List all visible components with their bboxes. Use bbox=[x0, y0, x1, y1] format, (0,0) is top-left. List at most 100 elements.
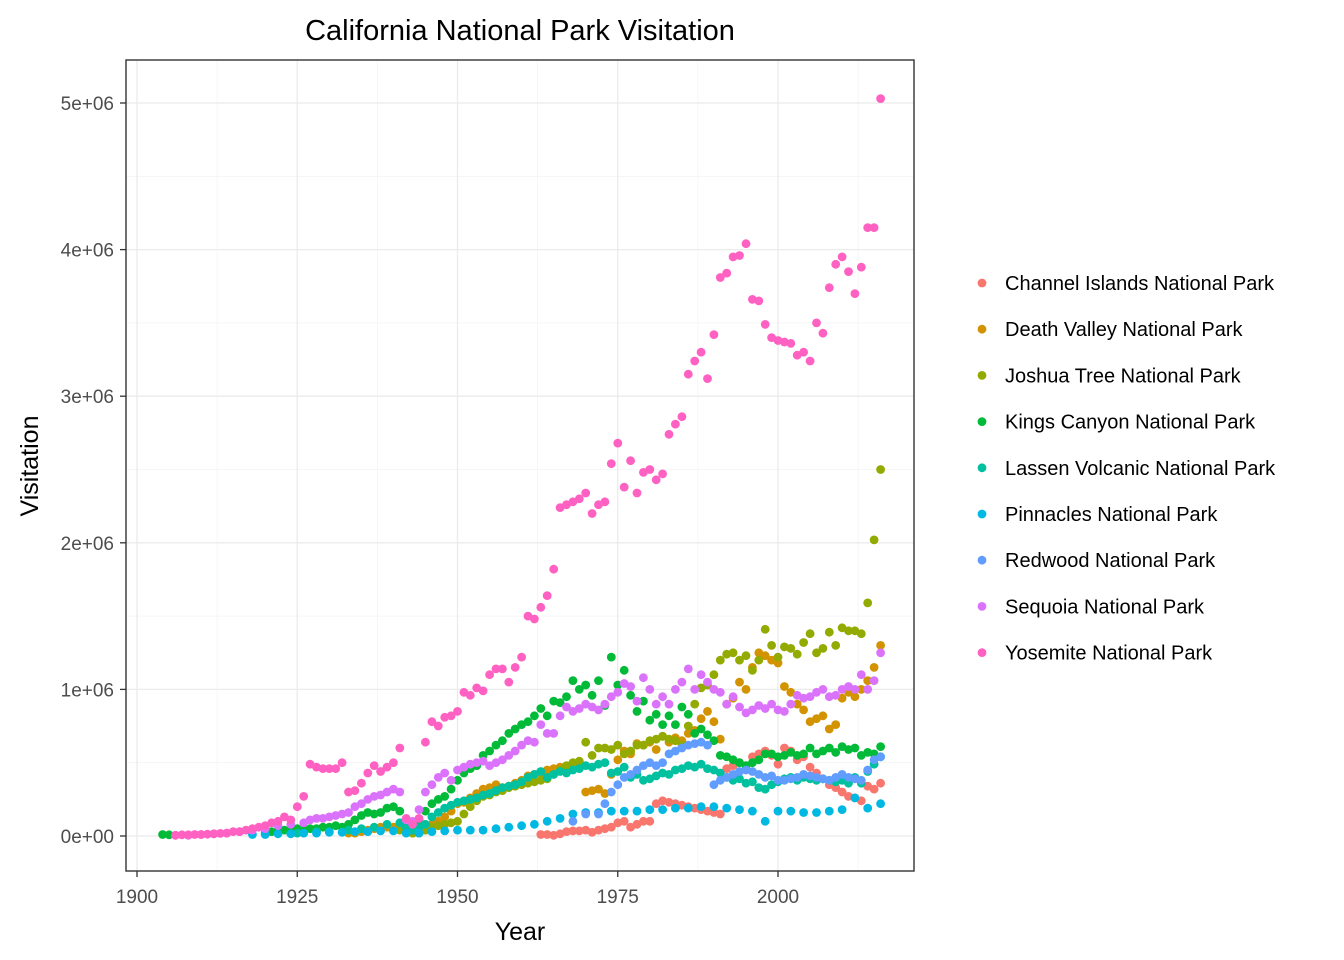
data-point bbox=[542, 816, 552, 826]
data-point bbox=[324, 764, 334, 773]
data-point bbox=[805, 692, 815, 702]
data-point bbox=[498, 736, 507, 746]
data-point bbox=[632, 740, 642, 750]
data-point bbox=[876, 752, 885, 762]
data-point bbox=[350, 815, 360, 825]
data-point bbox=[606, 652, 616, 662]
data-point bbox=[408, 819, 417, 829]
data-point bbox=[555, 814, 565, 823]
data-point bbox=[735, 655, 744, 665]
data-point bbox=[639, 816, 648, 826]
data-point bbox=[850, 692, 860, 702]
data-point bbox=[805, 743, 815, 753]
data-point bbox=[555, 698, 565, 707]
data-point bbox=[735, 677, 744, 687]
data-point bbox=[158, 830, 168, 839]
data-point bbox=[837, 805, 847, 814]
legend-item: Lassen Volcanic National Park bbox=[977, 458, 1276, 480]
x-tick-label: 1900 bbox=[116, 887, 158, 908]
data-point bbox=[664, 699, 674, 709]
data-point bbox=[542, 711, 552, 721]
data-point bbox=[286, 815, 296, 825]
data-point bbox=[485, 746, 494, 756]
data-point bbox=[190, 830, 200, 839]
legend-key bbox=[977, 509, 987, 519]
y-tick-label: 2e+06 bbox=[61, 534, 114, 555]
data-point bbox=[703, 740, 712, 750]
legend-label: Kings Canyon National Park bbox=[1005, 412, 1256, 434]
series-7 bbox=[171, 648, 885, 840]
legend-label: Sequoia National Park bbox=[1005, 596, 1205, 618]
data-point bbox=[318, 764, 328, 773]
data-point bbox=[414, 814, 424, 823]
data-point bbox=[504, 677, 514, 687]
data-point bbox=[645, 715, 655, 725]
data-point bbox=[715, 768, 725, 778]
data-point bbox=[824, 806, 834, 816]
data-point bbox=[856, 685, 866, 694]
data-point bbox=[671, 419, 680, 429]
legend-key bbox=[977, 324, 987, 334]
legend-key bbox=[977, 648, 987, 657]
data-point bbox=[401, 828, 411, 838]
data-point bbox=[196, 830, 206, 839]
data-point bbox=[273, 829, 283, 839]
data-point bbox=[856, 670, 866, 680]
data-point bbox=[703, 677, 712, 687]
data-point bbox=[344, 808, 353, 817]
data-point bbox=[446, 775, 456, 785]
data-point bbox=[427, 812, 437, 822]
data-point bbox=[831, 748, 841, 757]
data-point bbox=[741, 651, 751, 661]
data-point bbox=[395, 743, 405, 753]
data-point bbox=[683, 803, 693, 813]
data-point bbox=[748, 705, 757, 715]
data-point bbox=[542, 591, 552, 600]
data-point bbox=[376, 767, 385, 776]
data-point bbox=[280, 825, 289, 835]
data-point bbox=[696, 724, 706, 734]
data-point bbox=[606, 806, 616, 816]
data-point bbox=[632, 806, 642, 816]
data-point bbox=[453, 816, 462, 826]
legend-label: Pinnacles National Park bbox=[1005, 504, 1218, 526]
data-point bbox=[869, 223, 879, 233]
data-point bbox=[414, 805, 424, 814]
data-point bbox=[703, 730, 712, 740]
data-point bbox=[427, 827, 437, 836]
data-point bbox=[228, 827, 238, 836]
data-point bbox=[626, 690, 635, 700]
data-point bbox=[491, 740, 501, 750]
data-point bbox=[754, 655, 764, 665]
data-point bbox=[357, 778, 366, 788]
data-point bbox=[863, 598, 873, 608]
data-point bbox=[735, 774, 744, 784]
x-tick-label: 2000 bbox=[757, 887, 799, 908]
data-point bbox=[504, 751, 514, 760]
legend-item: Joshua Tree National Park bbox=[977, 365, 1242, 387]
data-point bbox=[799, 808, 808, 817]
data-point bbox=[651, 709, 661, 719]
data-point bbox=[504, 822, 514, 832]
data-point bbox=[805, 356, 815, 366]
data-point bbox=[818, 685, 828, 694]
data-point bbox=[401, 814, 411, 823]
data-point bbox=[671, 685, 680, 694]
data-point bbox=[683, 369, 693, 379]
data-point bbox=[760, 784, 770, 794]
data-point bbox=[671, 736, 680, 746]
data-point bbox=[478, 686, 488, 696]
data-point bbox=[696, 670, 706, 680]
data-point bbox=[215, 829, 225, 838]
y-tick-label: 1e+06 bbox=[61, 680, 114, 701]
data-point bbox=[786, 339, 796, 348]
data-point bbox=[869, 676, 879, 685]
data-point bbox=[799, 749, 808, 759]
data-points bbox=[158, 94, 885, 840]
data-point bbox=[433, 808, 443, 817]
data-point bbox=[183, 830, 193, 840]
data-point bbox=[792, 649, 802, 659]
data-point bbox=[671, 720, 680, 729]
data-point bbox=[421, 787, 430, 797]
